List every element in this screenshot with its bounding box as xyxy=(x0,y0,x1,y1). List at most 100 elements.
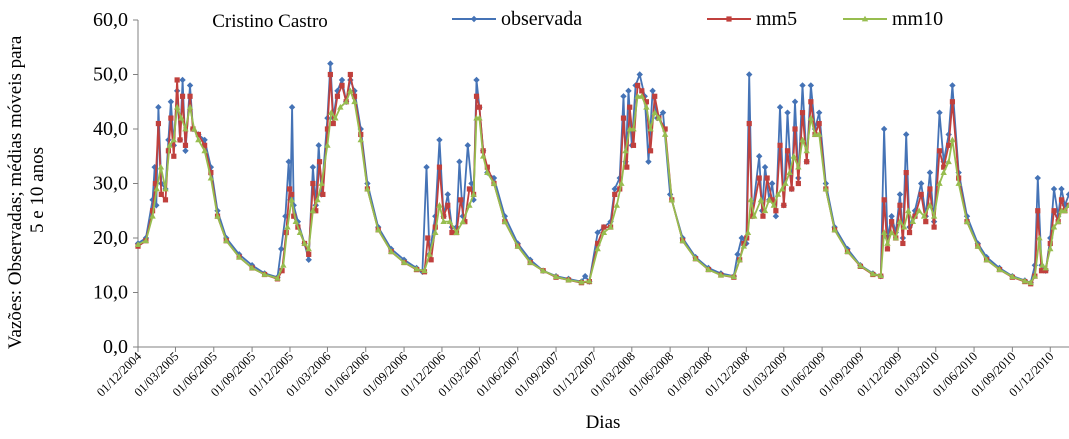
data-point xyxy=(158,191,164,197)
data-point xyxy=(915,207,923,214)
data-point xyxy=(539,267,547,274)
data-point xyxy=(625,87,632,95)
data-point xyxy=(182,125,189,132)
data-point xyxy=(717,271,725,278)
data-point xyxy=(636,71,643,78)
data-point xyxy=(1058,197,1065,203)
data-point xyxy=(611,185,618,193)
data-point xyxy=(896,191,904,198)
data-point xyxy=(334,93,341,99)
data-point xyxy=(799,110,806,116)
data-point xyxy=(905,207,912,214)
data-point xyxy=(168,115,174,121)
data-point xyxy=(773,208,779,214)
data-point xyxy=(421,267,428,274)
data-point xyxy=(235,253,243,260)
data-point xyxy=(622,147,629,154)
data-point xyxy=(897,202,903,208)
data-point xyxy=(784,148,791,154)
data-point xyxy=(426,251,433,257)
data-point xyxy=(1050,185,1058,193)
data-point xyxy=(436,202,443,208)
legend-marker xyxy=(726,16,732,22)
data-point xyxy=(473,93,480,99)
data-point xyxy=(347,87,354,94)
data-point xyxy=(155,120,162,127)
data-point xyxy=(770,202,777,208)
data-point xyxy=(162,185,169,192)
data-point xyxy=(149,212,156,219)
data-point xyxy=(757,196,765,203)
data-point xyxy=(464,142,471,149)
data-point xyxy=(761,163,769,171)
data-point xyxy=(157,163,165,170)
data-point xyxy=(291,213,297,219)
data-point xyxy=(643,103,650,110)
data-point xyxy=(880,125,888,133)
data-point xyxy=(822,185,830,192)
data-point xyxy=(208,170,214,176)
data-point xyxy=(634,93,641,99)
data-point xyxy=(738,234,745,242)
series-observada xyxy=(134,60,1069,286)
data-point xyxy=(1047,245,1054,252)
data-point xyxy=(479,152,487,159)
legend-label: mm10 xyxy=(892,8,943,30)
y-tick-label: 20,0 xyxy=(93,227,128,249)
data-point xyxy=(191,125,198,132)
data-point xyxy=(155,104,162,111)
data-point xyxy=(900,240,906,247)
data-point xyxy=(766,196,773,203)
data-point xyxy=(301,240,308,246)
data-point xyxy=(186,103,194,110)
data-point xyxy=(595,240,601,247)
data-point xyxy=(446,218,454,225)
data-point xyxy=(187,93,193,99)
data-point xyxy=(436,164,443,170)
data-point xyxy=(594,229,601,236)
data-point xyxy=(338,76,346,84)
data-point xyxy=(807,114,815,121)
data-point xyxy=(679,237,686,244)
data-point xyxy=(756,175,762,181)
data-point xyxy=(949,82,956,89)
data-point xyxy=(320,191,326,197)
data-point xyxy=(655,114,663,121)
data-point xyxy=(315,142,322,149)
data-point xyxy=(666,191,674,198)
data-point xyxy=(274,275,281,281)
data-point xyxy=(314,196,321,203)
data-point xyxy=(668,196,675,203)
data-point xyxy=(639,88,645,94)
x-axis-title: Dias xyxy=(586,412,621,433)
data-point xyxy=(751,212,758,219)
data-point xyxy=(647,148,654,154)
data-point xyxy=(955,180,962,186)
data-point xyxy=(324,126,331,132)
data-point xyxy=(248,264,256,271)
data-point xyxy=(1043,268,1049,274)
data-point xyxy=(945,158,952,165)
data-point xyxy=(306,251,312,257)
data-point xyxy=(692,255,699,262)
data-point xyxy=(179,76,186,84)
data-point xyxy=(162,197,169,203)
data-point xyxy=(280,261,287,268)
data-point xyxy=(310,180,316,187)
data-point xyxy=(799,82,806,89)
data-point xyxy=(177,137,183,143)
y-axis-title-line2: 5 e 10 anos xyxy=(27,147,48,233)
data-point xyxy=(749,213,755,219)
data-point xyxy=(330,120,336,127)
data-point xyxy=(831,226,838,233)
data-point xyxy=(912,213,918,219)
data-point xyxy=(613,202,621,208)
data-point xyxy=(888,229,895,235)
data-point xyxy=(1027,279,1034,286)
data-point xyxy=(804,159,810,165)
data-point xyxy=(436,136,443,144)
data-point xyxy=(781,202,787,208)
data-point xyxy=(941,164,947,170)
data-point xyxy=(1035,208,1041,214)
